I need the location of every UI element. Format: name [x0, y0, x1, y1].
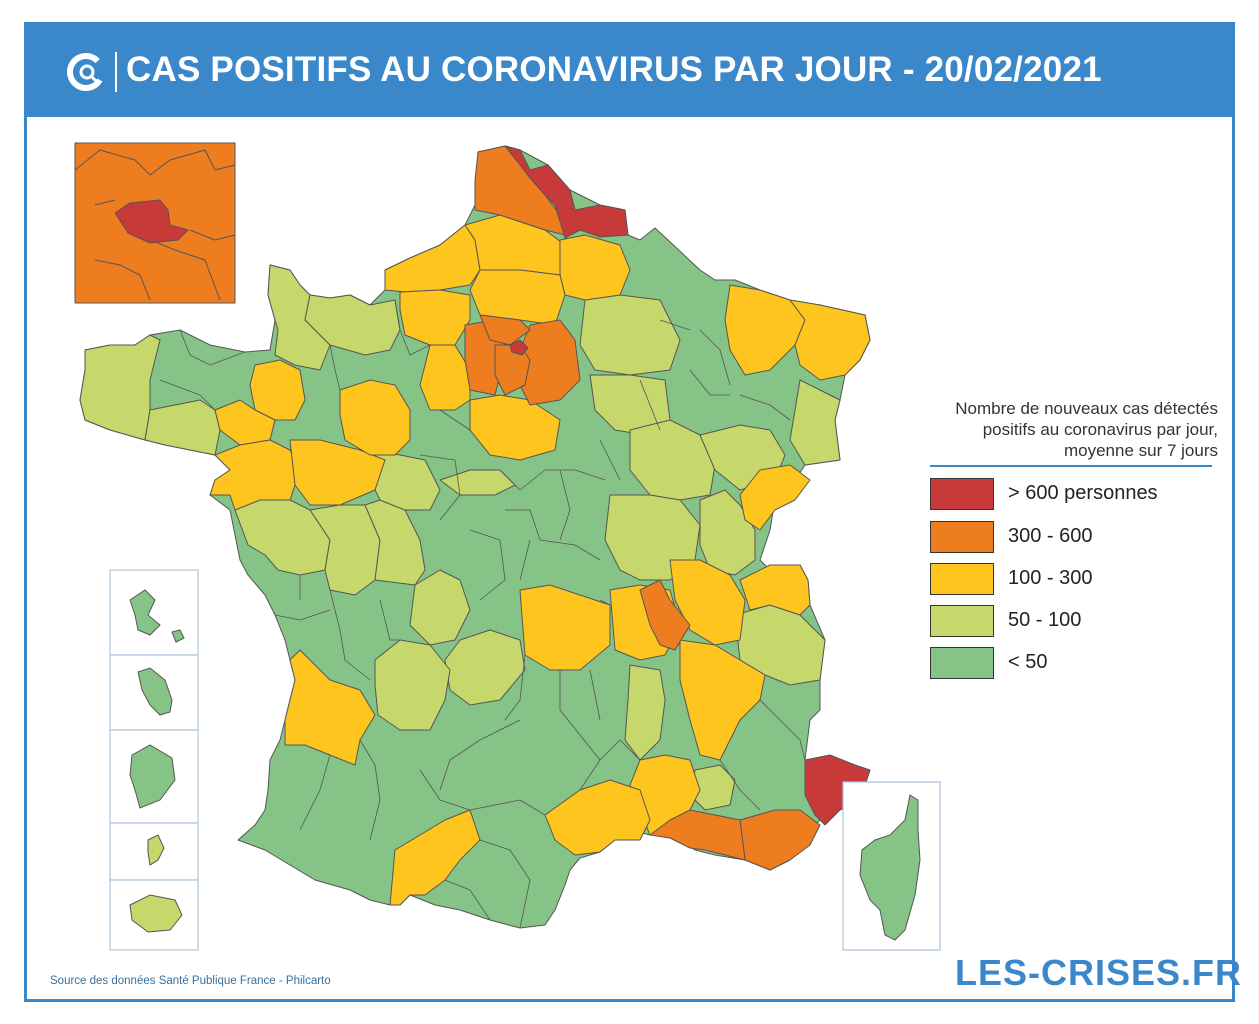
dept-bouches-rhone [649, 809, 746, 861]
mayotte [147, 834, 165, 866]
dept-isere [679, 639, 766, 761]
dept-mayenne [249, 359, 306, 421]
les-crises-logo-icon [67, 53, 105, 91]
dept-ille-vilaine [214, 399, 276, 446]
legend-swatch-100-300 [930, 563, 994, 595]
guadeloupe-small [171, 629, 185, 643]
legend-swatch-gt600 [930, 478, 994, 510]
legend-swatch-50-100 [930, 605, 994, 637]
corsica [859, 794, 921, 941]
dept-marne [579, 294, 681, 376]
dept-gard [544, 779, 651, 856]
dept-paris-center [509, 339, 529, 356]
legend-label: 50 - 100 [1008, 609, 1082, 631]
dept-vosges-sud [789, 379, 841, 466]
legend-title: Nombre de nouveaux cas détectés positifs… [955, 399, 1218, 460]
dept-eure [399, 289, 471, 346]
paris-dept [114, 199, 189, 244]
legend-underline [930, 465, 1212, 467]
dept-loire-atlantique [209, 439, 301, 511]
source-note: Source des données Santé Publique France… [50, 975, 331, 987]
dept-sarthe [339, 379, 411, 456]
dept-loire [624, 664, 666, 761]
dept-haute-vienne [409, 569, 471, 646]
legend-swatch-300-600 [930, 521, 994, 553]
legend-label: < 50 [1008, 651, 1048, 673]
dept-var [739, 809, 821, 871]
guadeloupe [129, 589, 161, 636]
dept-cote-or [629, 419, 716, 501]
paris-inset [74, 142, 236, 304]
dept-allier [519, 584, 611, 671]
dept-manche [267, 264, 331, 371]
dept-savoie [739, 564, 811, 616]
page-title: CAS POSITIFS AU CORONAVIRUS PAR JOUR - 2… [126, 50, 1102, 89]
dept-morbihan [144, 399, 221, 456]
dept-deux-sevres [309, 504, 381, 596]
legend-label: > 600 personnes [1008, 482, 1158, 504]
dept-nord [504, 145, 629, 239]
dept-maine-loire [289, 439, 386, 506]
dept-dordogne [374, 639, 451, 731]
dept-rhone [639, 579, 691, 651]
dept-gironde [284, 649, 376, 766]
header-bar [24, 22, 1235, 117]
dept-val-oise [479, 314, 531, 346]
dept-seine-maritime [384, 224, 481, 293]
dept-eure-loir [419, 344, 471, 411]
dept-ardennes [724, 284, 806, 376]
dept-haute-garonne [389, 809, 481, 906]
reunion [129, 894, 183, 933]
dept-aisne [559, 234, 631, 301]
dept-moselle [789, 299, 871, 381]
legend-label: 100 - 300 [1008, 567, 1093, 589]
brand-logo: LES-CRISES.FR [955, 952, 1243, 993]
guyane [129, 744, 176, 809]
header-divider [115, 52, 117, 92]
dept-doubs [739, 464, 811, 531]
legend-swatch-lt50 [930, 647, 994, 679]
guadeloupe-inset [109, 569, 199, 656]
martinique [137, 667, 173, 716]
dept-jura [699, 489, 756, 576]
legend-label: 300 - 600 [1008, 525, 1093, 547]
